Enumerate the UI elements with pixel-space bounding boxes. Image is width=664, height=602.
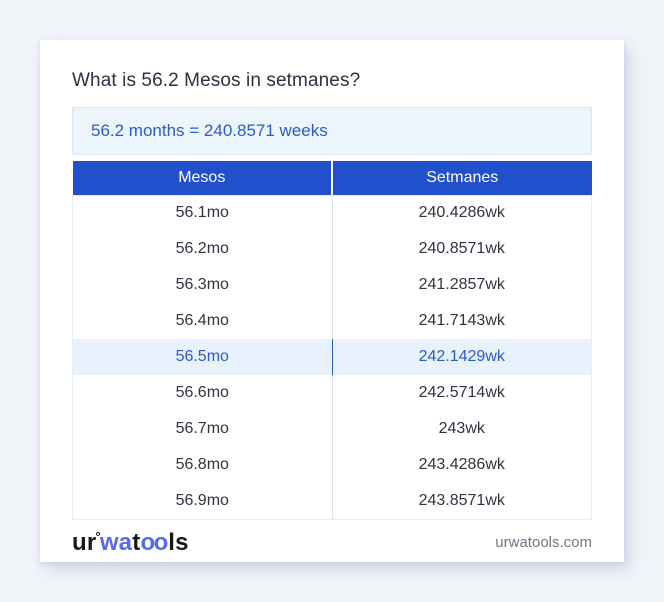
mesos-cell: 56.7mo [72, 411, 333, 447]
table-row[interactable]: 56.8mo 243.4286wk [72, 447, 592, 483]
urwatools-logo: ur°watools [72, 530, 189, 555]
table-body: 56.1mo 240.4286wk 56.2mo 240.8571wk 56.3mo 24… [72, 195, 592, 519]
mesos-cell: 56.5mo [72, 339, 333, 375]
setmanes-cell: 241.7143wk [418, 312, 505, 329]
column-header-mesos: Mesos [72, 161, 333, 195]
page-title: What is 56.2 Mesos in setmanes? [72, 70, 361, 91]
setmanes-cell: 240.8571wk [418, 240, 505, 257]
converter-card: What is 56.2 Mesos in setmanes? 56.2 mon… [40, 40, 624, 562]
logo-text-wa: wa [99, 528, 133, 556]
card-footer: ur°watools urwatools.com [72, 530, 592, 555]
mesos-cell: 56.1mo [72, 195, 333, 231]
mesos-cell: 56.8mo [72, 447, 333, 483]
mesos-cell: 56.4mo [72, 303, 333, 339]
logo-glasses-icon: oo [140, 528, 168, 556]
table-row[interactable]: 56.4mo 241.7143wk [72, 303, 592, 339]
logo-text-ur: ur [72, 528, 97, 556]
setmanes-cell: 242.1429wk [418, 348, 505, 365]
setmanes-cell: 240.4286wk [418, 204, 505, 222]
mesos-cell: 56.2mo [72, 231, 333, 267]
table-row[interactable]: 56.5mo 242.1429wk [72, 339, 592, 375]
table-row[interactable]: 56.9mo 243.8571wk [72, 483, 592, 519]
table-header-row: Mesos Setmanes [72, 161, 592, 195]
table-row[interactable]: 56.3mo 241.2857wk [72, 267, 592, 303]
setmanes-cell: 243.4286wk [418, 456, 505, 473]
conversion-table: Mesos Setmanes 56.1mo 240.4286wk 56.2mo 240… [72, 161, 592, 520]
logo-text-ls: ls [168, 528, 189, 556]
mesos-cell: 56.9mo [72, 483, 333, 519]
result-box: 56.2 months = 240.8571 weeks [72, 107, 592, 155]
mesos-cell: 56.3mo [72, 267, 333, 303]
column-header-setmanes: Setmanes [332, 161, 592, 195]
footer-site-link[interactable]: urwatools.com [495, 533, 592, 551]
setmanes-cell: 241.2857wk [418, 276, 505, 293]
setmanes-cell: 243.8571wk [418, 491, 505, 509]
mesos-cell: 56.6mo [72, 375, 333, 411]
logo-text-t: t [132, 528, 141, 556]
logo-degree-icon: ° [95, 528, 101, 544]
setmanes-cell: 243wk [438, 420, 485, 437]
table-row[interactable]: 56.1mo 240.4286wk [72, 195, 592, 231]
setmanes-cell: 242.5714wk [418, 384, 505, 401]
table-row[interactable]: 56.6mo 242.5714wk [72, 375, 592, 411]
result-text: 56.2 months = 240.8571 weeks [91, 121, 328, 140]
table-row[interactable]: 56.2mo 240.8571wk [72, 231, 592, 267]
table-row[interactable]: 56.7mo 243wk [72, 411, 592, 447]
